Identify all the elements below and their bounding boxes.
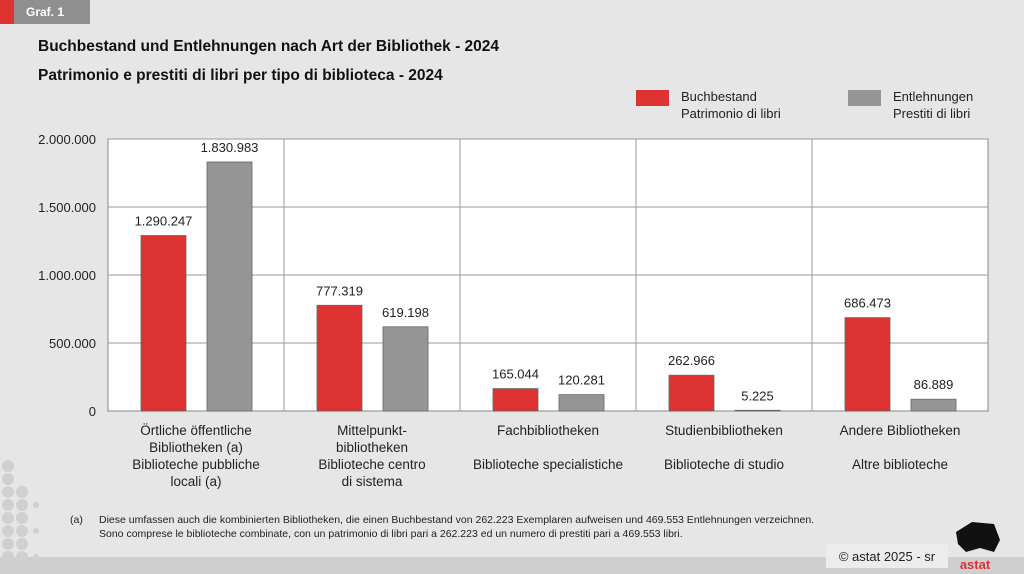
footnote-marker: (a) [70,514,83,526]
category-label-it: locali (a) [170,474,221,489]
legend-item-buchbestand: Buchbestand Patrimonio di libri [636,88,781,122]
category-label-de: Studienbibliotheken [665,423,783,438]
category-label-de: Bibliotheken (a) [149,440,243,455]
bar [910,398,957,412]
bar-value-label: 1.830.983 [201,140,259,155]
legend-label: Prestiti di libri [893,106,971,121]
bar-value-label: 120.281 [558,373,605,388]
bar [734,409,781,412]
category-label-it: Biblioteche specialistiche [473,457,623,472]
footnote-it: Sono comprese le biblioteche combinate, … [99,528,683,540]
y-tick-label: 2.000.000 [38,132,96,147]
y-tick-label: 1.500.000 [38,200,96,215]
bar-value-label: 777.319 [316,283,363,298]
bar-value-label: 86.889 [914,377,954,392]
bar [382,326,429,412]
bar [844,317,891,412]
bar-value-label: 5.225 [741,388,774,403]
footer-band [0,557,1024,574]
category-label-de: Fachbibliotheken [497,423,599,438]
bar [316,304,363,412]
category-label-it: Biblioteche centro [318,457,425,472]
category-label-it: Biblioteche di studio [664,457,784,472]
category-label-it: di sistema [342,474,403,489]
chart-title-it: Patrimonio e prestiti di libri per tipo … [38,67,443,84]
y-tick-label: 0 [89,404,96,419]
category-label-it: Biblioteche pubbliche [132,457,260,472]
tag-accent [0,0,14,24]
footnote-de: Diese umfassen auch die kombinierten Bib… [99,514,815,526]
bar-value-label: 262.966 [668,353,715,368]
legend-label: Patrimonio di libri [681,106,781,121]
footnote: (a) Diese umfassen auch die kombinierten… [70,513,814,541]
legend-label: Buchbestand [681,89,757,104]
category-label-de: Mittelpunkt- [337,423,407,438]
legend-swatch-red [636,90,669,106]
legend-swatch-gray [848,90,881,106]
category-label-de: Örtliche öffentliche [140,423,252,438]
copyright: © astat 2025 - sr [826,544,948,568]
legend-item-entlehnungen: Entlehnungen Prestiti di libri [848,88,973,122]
chart-title-de: Buchbestand und Entlehnungen nach Art de… [38,38,500,55]
tag-label: Graf. 1 [14,0,91,24]
bar-value-label: 1.290.247 [135,214,193,229]
bar-value-label: 165.044 [492,367,539,382]
y-tick-label: 500.000 [49,336,96,351]
bar-value-label: 619.198 [382,305,429,320]
bar [668,374,715,412]
graph-tag: Graf. 1 [0,0,91,24]
legend-label: Entlehnungen [893,89,974,104]
bar [492,388,539,412]
bar [558,394,605,412]
bar-value-label: 686.473 [844,296,891,311]
bar [206,161,253,412]
category-label-de: Andere Bibliotheken [840,423,961,438]
category-label-de: bibliotheken [336,440,408,455]
y-tick-label: 1.000.000 [38,268,96,283]
bar [140,235,187,412]
category-label-it: Altre biblioteche [852,457,948,472]
